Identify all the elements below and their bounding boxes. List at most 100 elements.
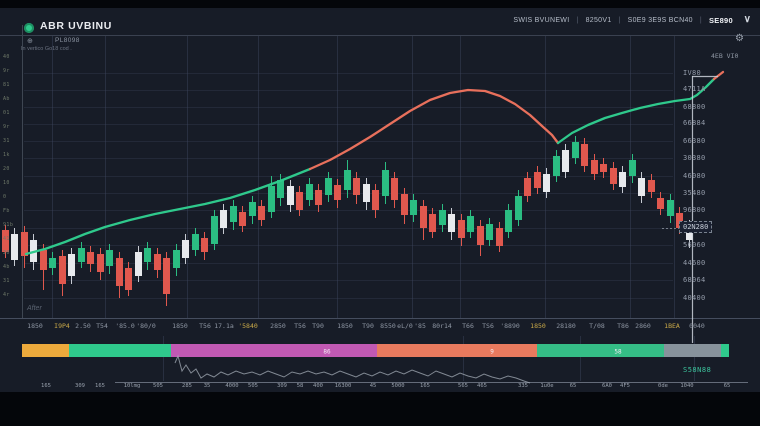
time-scale[interactable] (0, 319, 760, 333)
candle-body (258, 206, 265, 220)
candle-body (524, 178, 531, 196)
candle-body (591, 160, 598, 174)
candle-body (562, 150, 569, 172)
bottom-right-status-label: S58N88 (683, 366, 712, 374)
candle-body (610, 168, 617, 184)
candle-body (21, 232, 28, 256)
candle-body (505, 210, 512, 232)
toolbar-right: SWIS BVUNEWI | 8250V1 | S0E9 3E9S BCN40 | SE89… (513, 16, 733, 25)
indicator-note: In vertico Go18 cod . (21, 46, 72, 52)
settings-gear-icon[interactable]: ⚙ (735, 33, 744, 44)
candle-body (676, 213, 683, 228)
price-scale[interactable] (675, 36, 760, 318)
chevron-down-icon[interactable]: ∨ (743, 14, 751, 25)
candle-body (619, 172, 626, 187)
indicator-label[interactable]: PL8098 (55, 37, 80, 44)
candle-body (581, 144, 588, 166)
candle-body (125, 268, 132, 290)
price-scale-top-label: 4EB VI0 (711, 52, 739, 60)
header-divider (0, 35, 760, 36)
candle-body (448, 214, 455, 232)
toolbar-item[interactable]: 8250V1 (585, 17, 612, 24)
indicator-icon[interactable]: ⊕ (27, 38, 33, 45)
candle-body (49, 258, 56, 268)
candle-body (572, 142, 579, 158)
candle-body (306, 184, 313, 200)
toolbar-item[interactable]: S0E9 3E9S BCN40 (627, 17, 693, 24)
candle-body (2, 230, 9, 252)
candle-body (429, 214, 436, 232)
chart-panel (0, 8, 760, 392)
toolbar-item[interactable]: SE890 (708, 16, 733, 25)
candle-body (87, 252, 94, 264)
candle-body (11, 234, 18, 260)
stat-bar-segment (377, 344, 537, 357)
candle-body (106, 250, 113, 266)
candle-body (116, 258, 123, 286)
candle-body (334, 185, 341, 200)
candle-body (40, 250, 47, 270)
stat-bar-segment (537, 344, 664, 357)
candle-body (154, 254, 161, 270)
candle-body (363, 184, 370, 202)
candle-body (638, 178, 645, 196)
candle-body (201, 238, 208, 252)
candle-body (600, 164, 607, 172)
candle-body (686, 226, 693, 240)
ma-line-red-tip (712, 70, 725, 81)
candle-body (372, 190, 379, 210)
candle-body (173, 250, 180, 268)
candle-body (163, 258, 170, 294)
candle-body (657, 198, 664, 209)
candle-body (220, 210, 227, 228)
candle-body (420, 206, 427, 228)
candle-body (401, 194, 408, 215)
candle-body (268, 186, 275, 212)
candle-body (391, 178, 398, 200)
candle-body (230, 206, 237, 222)
candle-body (534, 172, 541, 188)
candle-body (515, 196, 522, 220)
stat-bar-segment (171, 344, 377, 357)
candle-body (239, 212, 246, 226)
ma-line-green-left (24, 167, 312, 256)
candle-body (192, 234, 199, 250)
candle-body (439, 210, 446, 225)
candle-body (59, 256, 66, 284)
toolbar-separator: | (576, 17, 579, 24)
candle-body (325, 178, 332, 195)
candle-body (249, 202, 256, 216)
candle-body (287, 186, 294, 205)
candle-body (410, 200, 417, 215)
candle-body (78, 248, 85, 262)
candle-body (97, 254, 104, 272)
symbol-title: ABR UVBINU (40, 20, 112, 32)
candle-body (477, 226, 484, 245)
candle-body (211, 216, 218, 244)
candle-body (486, 224, 493, 240)
candle-body (458, 220, 465, 238)
candle-body (277, 180, 284, 198)
stat-bar-label: 9 (490, 349, 494, 356)
stat-bar-segment (69, 344, 171, 357)
candle-body (496, 228, 503, 246)
candle-body (629, 160, 636, 176)
candle-body (144, 248, 151, 262)
ma-line-green-right (556, 77, 716, 145)
candle-body (344, 170, 351, 190)
toolbar-item[interactable]: SWIS BVUNEWI (513, 17, 570, 24)
stat-bar-segment (22, 344, 69, 357)
symbol-logo-icon (24, 23, 34, 33)
current-price-label: 02N280 (679, 221, 713, 233)
stat-bar-segment (721, 344, 729, 357)
candle-body (135, 252, 142, 276)
stat-bar-segment (664, 344, 721, 357)
stat-bar-label: 86 (323, 349, 331, 356)
ma-line-red-arc (308, 88, 560, 171)
candle-body (467, 216, 474, 232)
toolbar-separator: | (699, 17, 702, 24)
candle-body (382, 170, 389, 196)
candle-body (553, 156, 560, 176)
